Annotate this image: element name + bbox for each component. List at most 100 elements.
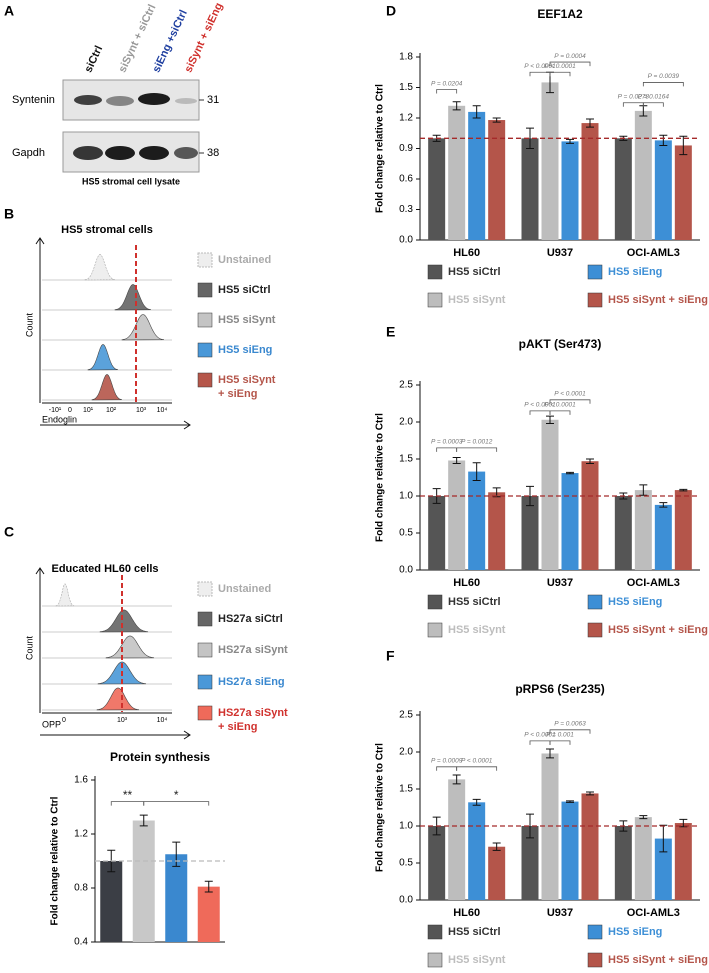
- bar: [468, 471, 486, 570]
- significance-bracket: [642, 82, 684, 87]
- x-tick-label: OCI-AML3: [627, 907, 680, 919]
- legend-label: HS5 siSynt + siEng: [608, 624, 708, 636]
- error-bar: [472, 798, 481, 806]
- histogram: [114, 284, 152, 311]
- error-bar: [526, 127, 534, 149]
- legend-label: HS5 siSynt + siEng: [608, 954, 708, 966]
- panel-label: E: [386, 324, 395, 340]
- legend-swatch: [587, 952, 603, 968]
- histogram: [121, 314, 165, 341]
- significance-bracket: [436, 447, 458, 452]
- significance-bracket: [529, 71, 551, 77]
- significance-label: P = 0.0003: [431, 439, 463, 446]
- legend-swatch: [427, 622, 443, 638]
- legend-label: HS5 siEng: [608, 266, 662, 278]
- significance-label: P < 0.0001: [524, 402, 556, 409]
- y-tick-label: 1.0: [399, 821, 413, 832]
- significance-bracket: [456, 766, 498, 771]
- x-tick-label: U937: [547, 577, 573, 589]
- panel-label: B: [4, 206, 14, 222]
- legend-label: HS5 siCtrl: [448, 266, 501, 278]
- error-bar: [639, 484, 648, 496]
- bar: [634, 817, 652, 900]
- bar: [654, 838, 672, 900]
- significance-bracket: [143, 801, 210, 806]
- y-tick-label: 0.6: [399, 174, 413, 185]
- bar: [488, 492, 506, 570]
- bar: [614, 496, 632, 570]
- histogram: [105, 635, 155, 659]
- significance-label: P < 0.0001: [544, 402, 576, 409]
- error-bar: [172, 841, 181, 867]
- error-bar: [546, 415, 554, 424]
- legend-label: HS5 siEng: [608, 926, 662, 938]
- panel-label: C: [4, 524, 14, 540]
- legend-label: HS5 siSynt: [448, 294, 506, 306]
- blot-size: 31: [207, 94, 219, 106]
- bar: [132, 820, 155, 942]
- error-bar: [659, 824, 668, 853]
- legend-swatch: [197, 312, 213, 328]
- bar: [674, 145, 692, 240]
- x-tick-label: 0: [68, 407, 72, 414]
- bar: [541, 419, 559, 570]
- y-tick-label: 2.0: [399, 747, 413, 758]
- significance-label: P < 0.0001: [461, 758, 493, 765]
- panel-title: Educated HL60 cells: [52, 563, 159, 575]
- error-bar: [452, 101, 461, 111]
- significance-bracket: [549, 410, 571, 415]
- x-tick-label: 10¹: [83, 407, 94, 414]
- band: [106, 96, 134, 106]
- bar: [448, 779, 466, 900]
- x-tick-label: 10⁴: [157, 407, 168, 414]
- histogram: [99, 609, 149, 633]
- bar: [468, 111, 486, 241]
- legend-swatch: [427, 924, 443, 940]
- blot-caption: HS5 stromal cell lysate: [82, 176, 180, 186]
- significance-bracket: [436, 89, 458, 94]
- legend-swatch: [197, 674, 213, 690]
- histogram: [96, 687, 140, 711]
- error-bar: [586, 791, 594, 796]
- legend-swatch: [197, 342, 213, 358]
- y-tick-label: 1.5: [399, 784, 413, 795]
- legend-label: HS5 siCtrl: [218, 284, 271, 296]
- error-bar: [139, 814, 148, 827]
- legend-swatch: [197, 252, 213, 268]
- histogram: [87, 344, 119, 371]
- significance-bracket: [549, 399, 591, 404]
- significance-label: P = 0.0012: [461, 439, 493, 446]
- y-tick-label: 1.8: [399, 52, 413, 63]
- significance-label: P = 0.0039: [648, 73, 680, 80]
- y-tick-label: 0.0: [399, 895, 413, 906]
- histogram: [55, 583, 75, 607]
- x-tick-label: U937: [547, 907, 573, 919]
- axis-arrow: [40, 730, 191, 740]
- x-tick-label: HL60: [453, 907, 480, 919]
- bar: [541, 753, 559, 900]
- panel-label: D: [386, 3, 396, 19]
- bar: [654, 140, 672, 240]
- legend-swatch: [587, 264, 603, 280]
- band: [174, 147, 198, 159]
- y-tick-label: 0.8: [74, 883, 88, 894]
- legend-label: HS5 siSynt: [448, 624, 506, 636]
- bar: [488, 120, 506, 240]
- significance-label: P = 0.0164: [638, 93, 670, 100]
- significance-label: P < 0.0001: [524, 732, 556, 739]
- band: [139, 146, 169, 160]
- y-axis-label: Fold change relative to Ctrl: [375, 84, 386, 213]
- significance-bracket: [549, 729, 591, 734]
- legend-label: HS27a siSynt: [218, 707, 288, 719]
- bar: [561, 473, 579, 570]
- legend-swatch: [197, 642, 213, 658]
- legend-label: HS27a siEng: [218, 676, 285, 688]
- significance-bracket: [110, 801, 145, 806]
- significance-bracket: [529, 410, 551, 415]
- bar: [521, 496, 539, 570]
- legend-swatch: [427, 264, 443, 280]
- x-tick-label: 10⁴: [157, 717, 168, 724]
- bar: [100, 861, 123, 942]
- histogram: [91, 374, 123, 401]
